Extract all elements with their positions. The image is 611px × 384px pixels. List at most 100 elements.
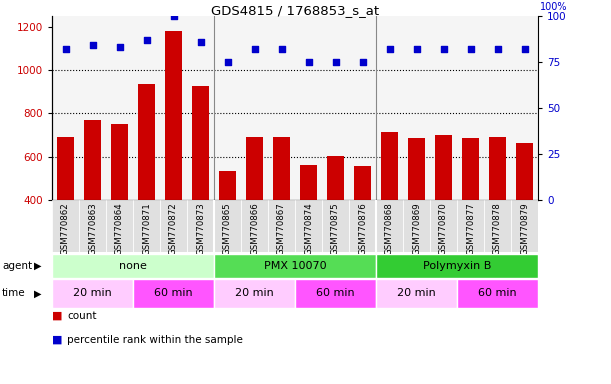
Point xyxy=(169,13,178,19)
Point xyxy=(331,59,340,65)
Bar xyxy=(111,124,128,286)
Bar xyxy=(462,138,479,286)
Bar xyxy=(457,200,484,252)
Text: 60 min: 60 min xyxy=(154,288,193,298)
Bar xyxy=(295,279,376,308)
Text: GSM770876: GSM770876 xyxy=(358,203,367,255)
Bar xyxy=(133,279,214,308)
Bar xyxy=(241,200,268,252)
Text: GSM770862: GSM770862 xyxy=(61,203,70,255)
Bar xyxy=(187,200,214,252)
Text: PMX 10070: PMX 10070 xyxy=(264,261,326,271)
Point xyxy=(87,42,97,48)
Text: ■: ■ xyxy=(52,311,62,321)
Point xyxy=(439,46,448,52)
Bar xyxy=(484,200,511,252)
Point xyxy=(304,59,313,65)
Text: GSM770878: GSM770878 xyxy=(493,203,502,255)
Bar xyxy=(489,137,507,286)
Point xyxy=(384,46,394,52)
Bar xyxy=(273,137,290,286)
Bar xyxy=(511,200,538,252)
Point xyxy=(222,59,232,65)
Point xyxy=(492,46,502,52)
Text: time: time xyxy=(2,288,26,298)
Bar xyxy=(52,279,133,308)
Bar xyxy=(137,84,155,286)
Bar xyxy=(430,200,457,252)
Text: GSM770866: GSM770866 xyxy=(250,203,259,255)
Point xyxy=(466,46,475,52)
Bar xyxy=(214,279,295,308)
Bar xyxy=(57,137,75,286)
Text: 20 min: 20 min xyxy=(397,288,436,298)
Text: Polymyxin B: Polymyxin B xyxy=(423,261,491,271)
Text: GSM770864: GSM770864 xyxy=(115,203,124,255)
Bar xyxy=(160,200,187,252)
Bar xyxy=(52,254,214,278)
Point xyxy=(412,46,422,52)
Point xyxy=(115,44,125,50)
Text: GSM770863: GSM770863 xyxy=(88,203,97,255)
Text: count: count xyxy=(67,311,97,321)
Point xyxy=(142,37,152,43)
Point xyxy=(196,39,205,45)
Text: GSM770872: GSM770872 xyxy=(169,203,178,255)
Text: GSM770877: GSM770877 xyxy=(466,203,475,255)
Point xyxy=(357,59,367,65)
Bar xyxy=(403,200,430,252)
Bar xyxy=(349,200,376,252)
Bar xyxy=(192,86,210,286)
Bar xyxy=(295,200,322,252)
Text: GDS4815 / 1768853_s_at: GDS4815 / 1768853_s_at xyxy=(211,4,379,17)
Point xyxy=(519,46,529,52)
Bar xyxy=(376,200,403,252)
Bar xyxy=(165,31,182,286)
Text: ▶: ▶ xyxy=(34,288,42,298)
Text: 60 min: 60 min xyxy=(478,288,517,298)
Bar xyxy=(408,138,425,286)
Text: GSM770869: GSM770869 xyxy=(412,203,421,255)
Bar xyxy=(327,156,344,286)
Text: GSM770879: GSM770879 xyxy=(520,203,529,255)
Text: 20 min: 20 min xyxy=(73,288,112,298)
Bar xyxy=(106,200,133,252)
Text: 60 min: 60 min xyxy=(316,288,355,298)
Bar xyxy=(434,135,452,286)
Bar xyxy=(322,200,349,252)
Bar xyxy=(219,171,236,286)
Text: ▶: ▶ xyxy=(34,261,42,271)
Bar xyxy=(376,254,538,278)
Text: GSM770874: GSM770874 xyxy=(304,203,313,255)
Text: GSM770868: GSM770868 xyxy=(385,203,394,255)
Bar xyxy=(79,200,106,252)
Bar xyxy=(381,132,398,286)
Text: GSM770865: GSM770865 xyxy=(223,203,232,255)
Bar xyxy=(376,279,457,308)
Text: GSM770871: GSM770871 xyxy=(142,203,151,255)
Bar xyxy=(133,200,160,252)
Point xyxy=(277,46,287,52)
Bar xyxy=(214,254,376,278)
Text: percentile rank within the sample: percentile rank within the sample xyxy=(67,335,243,345)
Bar xyxy=(214,200,241,252)
Bar xyxy=(354,166,371,286)
Bar xyxy=(516,142,533,286)
Text: none: none xyxy=(119,261,147,271)
Bar xyxy=(300,166,317,286)
Text: 100%: 100% xyxy=(540,2,568,12)
Text: 20 min: 20 min xyxy=(235,288,274,298)
Text: GSM770875: GSM770875 xyxy=(331,203,340,255)
Text: agent: agent xyxy=(2,261,32,271)
Point xyxy=(250,46,260,52)
Bar xyxy=(84,120,101,286)
Point xyxy=(60,46,70,52)
Bar xyxy=(52,200,79,252)
Bar xyxy=(457,279,538,308)
Text: GSM770867: GSM770867 xyxy=(277,203,286,255)
Bar xyxy=(246,137,263,286)
Text: GSM770870: GSM770870 xyxy=(439,203,448,255)
Text: GSM770873: GSM770873 xyxy=(196,203,205,255)
Bar xyxy=(268,200,295,252)
Text: ■: ■ xyxy=(52,335,62,345)
